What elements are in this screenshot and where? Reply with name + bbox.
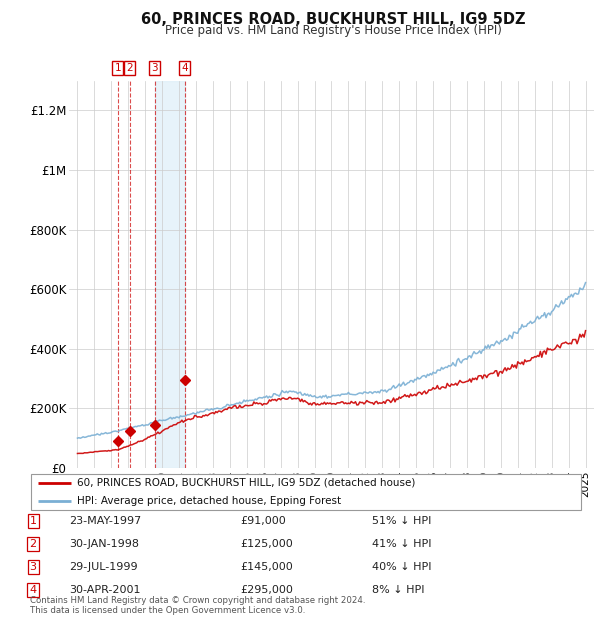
Text: 4: 4 bbox=[29, 585, 37, 595]
Text: This data is licensed under the Open Government Licence v3.0.: This data is licensed under the Open Gov… bbox=[30, 606, 305, 615]
Text: 40% ↓ HPI: 40% ↓ HPI bbox=[372, 562, 431, 572]
Text: £91,000: £91,000 bbox=[240, 516, 286, 526]
Text: 30-APR-2001: 30-APR-2001 bbox=[69, 585, 140, 595]
Text: HPI: Average price, detached house, Epping Forest: HPI: Average price, detached house, Eppi… bbox=[77, 496, 341, 506]
Text: 30-JAN-1998: 30-JAN-1998 bbox=[69, 539, 139, 549]
Text: Contains HM Land Registry data © Crown copyright and database right 2024.: Contains HM Land Registry data © Crown c… bbox=[30, 596, 365, 605]
FancyBboxPatch shape bbox=[31, 474, 581, 510]
Text: 60, PRINCES ROAD, BUCKHURST HILL, IG9 5DZ: 60, PRINCES ROAD, BUCKHURST HILL, IG9 5D… bbox=[141, 12, 525, 27]
Text: 4: 4 bbox=[181, 63, 188, 73]
Text: 51% ↓ HPI: 51% ↓ HPI bbox=[372, 516, 431, 526]
Text: 2: 2 bbox=[29, 539, 37, 549]
Text: £145,000: £145,000 bbox=[240, 562, 293, 572]
Text: 60, PRINCES ROAD, BUCKHURST HILL, IG9 5DZ (detached house): 60, PRINCES ROAD, BUCKHURST HILL, IG9 5D… bbox=[77, 478, 415, 488]
Text: 8% ↓ HPI: 8% ↓ HPI bbox=[372, 585, 425, 595]
Text: 3: 3 bbox=[29, 562, 37, 572]
Bar bbox=[155, 81, 185, 468]
Text: 29-JUL-1999: 29-JUL-1999 bbox=[69, 562, 137, 572]
Text: £125,000: £125,000 bbox=[240, 539, 293, 549]
Text: 3: 3 bbox=[152, 63, 158, 73]
Text: 41% ↓ HPI: 41% ↓ HPI bbox=[372, 539, 431, 549]
Text: 1: 1 bbox=[29, 516, 37, 526]
Text: 23-MAY-1997: 23-MAY-1997 bbox=[69, 516, 141, 526]
Text: Price paid vs. HM Land Registry's House Price Index (HPI): Price paid vs. HM Land Registry's House … bbox=[164, 24, 502, 37]
Text: 1: 1 bbox=[115, 63, 121, 73]
Text: 2: 2 bbox=[127, 63, 133, 73]
Text: £295,000: £295,000 bbox=[240, 585, 293, 595]
